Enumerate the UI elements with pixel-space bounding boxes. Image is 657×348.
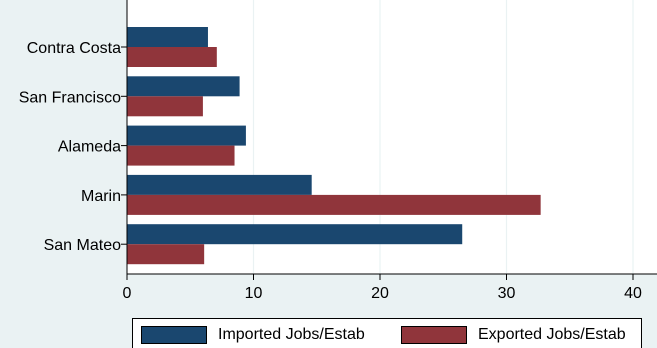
- bar-exported-jobs-estab-contra-costa: [127, 47, 217, 67]
- y-axis-ticks: Contra Costa San Francisco Alameda Marin San…: [19, 40, 127, 254]
- y-tick-label-alameda: Alameda: [58, 139, 121, 156]
- legend-label-imported: Imported Jobs/Estab: [218, 326, 365, 343]
- bar-imported-jobs-estab-alameda: [127, 125, 246, 146]
- y-tick-label-san-mateo: San Mateo: [44, 237, 121, 254]
- x-tick-label-10: 10: [245, 285, 263, 302]
- legend: Imported Jobs/Estab Exported Jobs/Estab: [132, 318, 642, 348]
- x-tick-label-0: 0: [123, 285, 132, 302]
- legend-swatch-exported: [401, 326, 467, 344]
- x-tick-label-30: 30: [498, 285, 516, 302]
- legend-item-imported: Imported Jobs/Estab: [141, 325, 365, 345]
- bar-exported-jobs-estab-san-mateo: [127, 244, 205, 265]
- bar-imported-jobs-estab-marin: [127, 174, 312, 195]
- bar-exported-jobs-estab-san-francisco: [127, 96, 203, 117]
- x-tick-label-20: 20: [371, 285, 389, 302]
- y-tick-label-contra-costa: Contra Costa: [27, 40, 121, 57]
- legend-swatch-imported: [141, 326, 207, 344]
- legend-item-exported: Exported Jobs/Estab: [401, 325, 626, 345]
- y-tick-label-marin: Marin: [81, 188, 121, 205]
- bar-exported-jobs-estab-marin: [127, 194, 541, 215]
- bars: [127, 27, 541, 265]
- legend-label-exported: Exported Jobs/Estab: [478, 326, 626, 343]
- x-tick-label-40: 40: [624, 285, 642, 302]
- bar-imported-jobs-estab-contra-costa: [127, 27, 208, 47]
- bar-exported-jobs-estab-alameda: [127, 145, 235, 166]
- y-tick-label-san-francisco: San Francisco: [19, 89, 121, 106]
- bar-imported-jobs-estab-san-francisco: [127, 76, 240, 97]
- bar-imported-jobs-estab-san-mateo: [127, 224, 463, 245]
- x-axis-ticks: 0 10 20 30 40: [123, 274, 642, 302]
